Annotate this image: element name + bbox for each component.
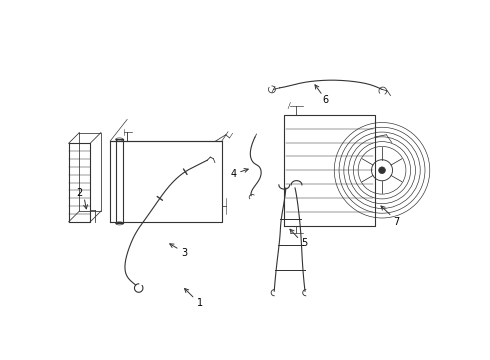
Text: 3: 3 xyxy=(181,248,187,258)
Text: 5: 5 xyxy=(301,238,307,248)
Text: 4: 4 xyxy=(230,169,237,179)
Text: 1: 1 xyxy=(196,298,202,309)
Text: 2: 2 xyxy=(76,188,82,198)
Text: 6: 6 xyxy=(323,95,329,105)
Circle shape xyxy=(379,167,385,174)
Text: 7: 7 xyxy=(393,217,400,227)
